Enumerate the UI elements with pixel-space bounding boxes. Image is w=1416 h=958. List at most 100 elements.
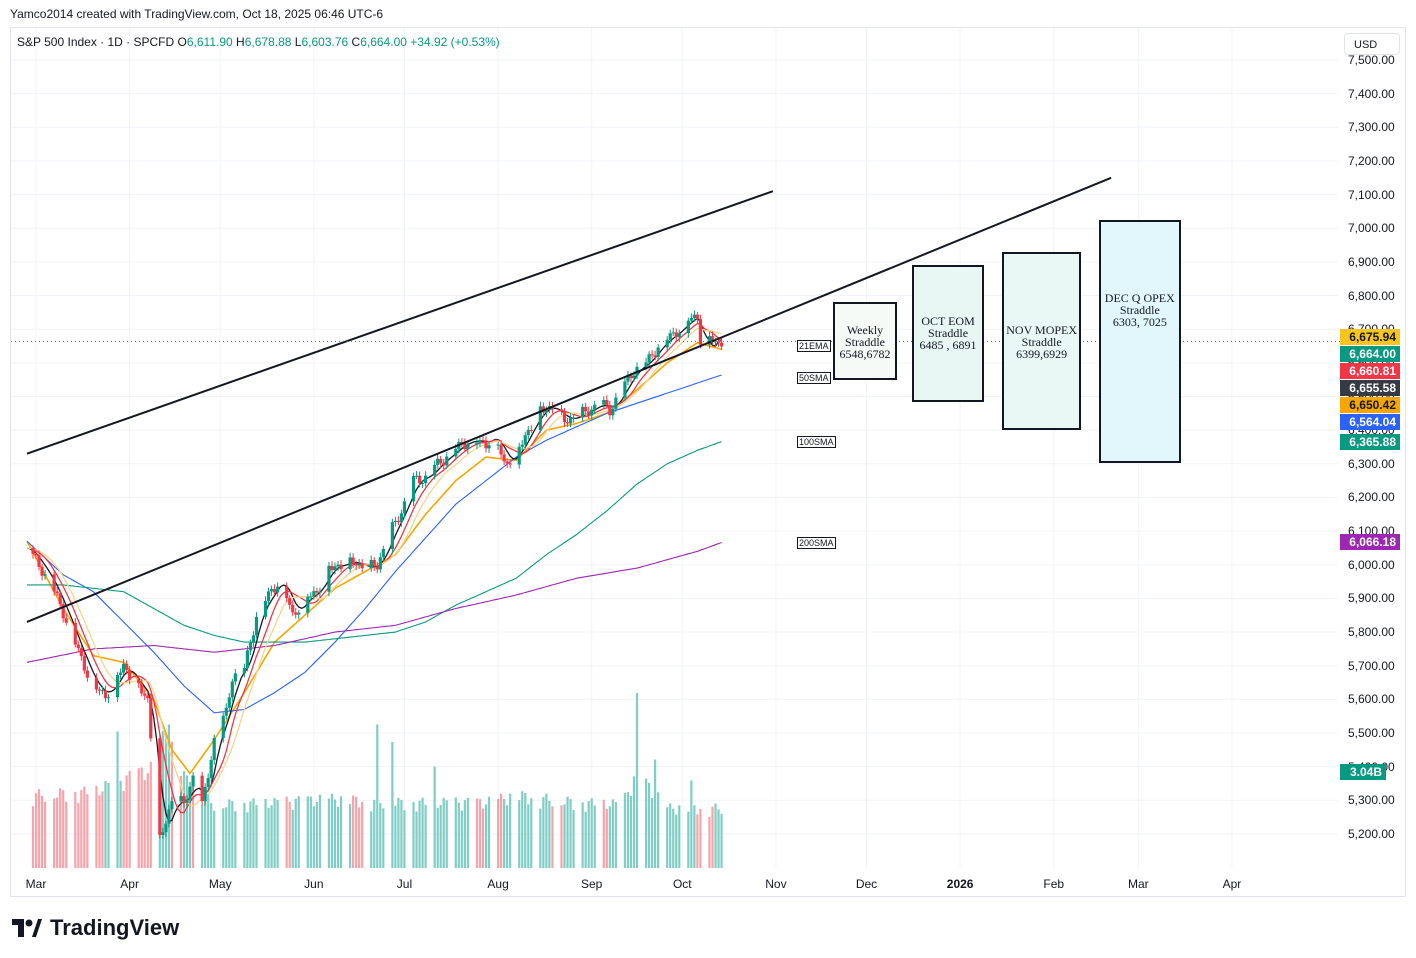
volume-bar: [551, 806, 554, 868]
candle: [581, 403, 585, 423]
symbol-name: S&P 500 Index · 1D · SPCFD: [17, 35, 175, 49]
candle-body: [146, 695, 150, 698]
candle-body: [372, 560, 376, 567]
candle: [671, 327, 675, 337]
x-axis-tick: 2026: [946, 877, 974, 891]
y-axis-tick: 7,000.00: [1348, 221, 1395, 236]
y-axis-tick: 7,100.00: [1348, 187, 1395, 202]
candle: [463, 438, 467, 453]
candle-body: [508, 463, 512, 465]
volume-bar: [312, 806, 315, 868]
candle-body: [309, 596, 313, 598]
candle-body: [143, 693, 147, 696]
candle: [692, 310, 696, 322]
candle-body: [206, 778, 210, 787]
candle: [559, 404, 564, 415]
candle-body: [209, 760, 213, 779]
candle-body: [565, 422, 570, 424]
candle-body: [327, 565, 331, 592]
candle-body: [315, 591, 319, 593]
candle-body: [179, 796, 183, 802]
volume-bar: [666, 807, 669, 868]
volume-bar: [370, 811, 373, 868]
volume-bars: [31, 693, 723, 868]
candle-body: [381, 548, 385, 558]
candle-body: [185, 799, 189, 803]
candle-body: [463, 443, 467, 450]
volume-bar: [626, 792, 630, 868]
volume-bar: [382, 808, 385, 868]
candle-body: [306, 596, 310, 613]
volume-bar: [255, 805, 258, 868]
candle: [478, 436, 482, 448]
candle-body: [158, 738, 162, 835]
volume-bar: [699, 808, 702, 868]
volume-bar: [623, 792, 627, 868]
volume-bar: [487, 796, 491, 868]
candle-body: [266, 591, 271, 601]
volume-bar: [669, 803, 672, 868]
candle-body: [571, 417, 576, 419]
volume-bar: [273, 797, 276, 868]
candle-body: [333, 566, 337, 571]
candle: [206, 773, 210, 790]
candle: [318, 587, 322, 597]
candle: [605, 395, 609, 408]
candle: [266, 587, 271, 606]
candle: [137, 676, 141, 688]
volume-bar: [358, 807, 361, 868]
candle-body: [82, 656, 86, 671]
candle: [233, 668, 237, 686]
candle: [170, 796, 174, 813]
candle-body: [288, 598, 292, 605]
candle: [143, 689, 147, 700]
volume-bar: [270, 805, 273, 868]
volume-bar: [584, 811, 587, 868]
volume-bar: [687, 811, 690, 868]
volume-bar: [590, 798, 593, 868]
candle: [122, 659, 126, 676]
candle-body: [369, 560, 373, 569]
volume-axis-label: 3.04B: [1340, 764, 1386, 780]
candle: [31, 545, 35, 559]
candle: [336, 561, 340, 571]
y-axis-tick: 5,800.00: [1348, 625, 1395, 640]
candle: [508, 459, 512, 469]
volume-bar: [433, 766, 436, 868]
candle-body: [433, 464, 437, 476]
y-axis-tick: 6,800.00: [1348, 288, 1395, 303]
volume-bar: [394, 805, 397, 868]
candle-body: [212, 737, 216, 761]
candle: [351, 553, 355, 569]
volume-bar: [107, 782, 110, 868]
candle-body: [31, 547, 35, 554]
currency-button[interactable]: USD: [1344, 33, 1400, 55]
candle: [487, 442, 491, 454]
candle-body: [118, 672, 123, 675]
candle: [433, 460, 437, 480]
volume-bar: [605, 808, 608, 868]
tradingview-brand[interactable]: TradingView: [12, 915, 179, 941]
price-axis-label: 6,655.58: [1340, 380, 1400, 397]
volume-bar: [379, 803, 382, 868]
candle-body: [568, 417, 573, 424]
candle: [668, 329, 672, 345]
ma-line-200sma: [26, 541, 722, 663]
candle: [327, 562, 331, 597]
candle-body: [629, 375, 633, 379]
volume-bar: [243, 802, 246, 868]
volume-bar: [509, 793, 512, 868]
volume-bar: [210, 802, 213, 868]
volume-bar: [436, 807, 439, 868]
brand-name: TradingView: [50, 915, 180, 940]
volume-bar: [201, 804, 204, 868]
candle-body: [125, 663, 129, 670]
candle: [37, 550, 41, 571]
candle-body: [122, 663, 126, 673]
volume-bar: [101, 791, 104, 868]
volume-bar: [264, 798, 267, 868]
x-axis-tick: Nov: [765, 877, 787, 891]
volume-bar: [285, 796, 288, 868]
candle-body: [161, 832, 165, 835]
